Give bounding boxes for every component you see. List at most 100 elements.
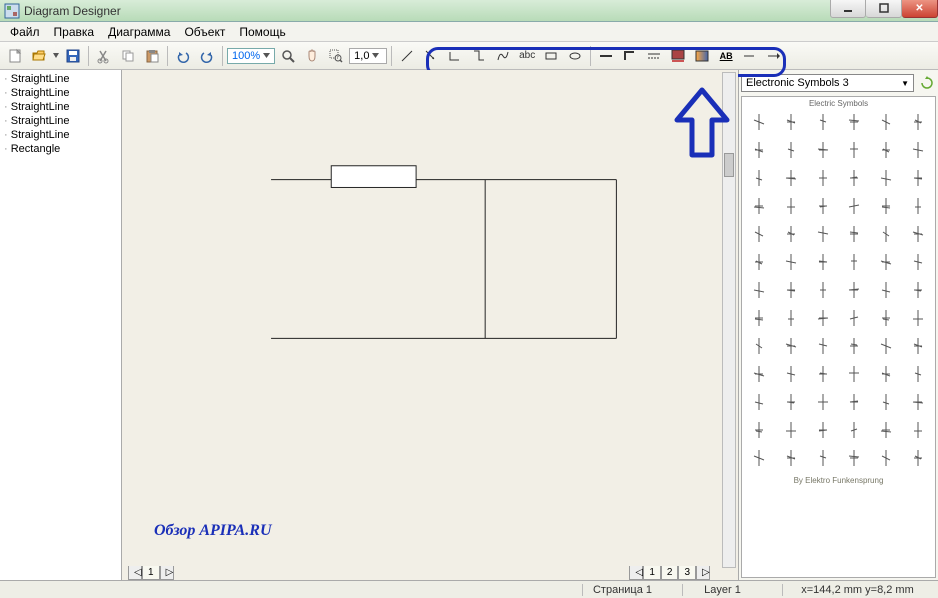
palette-symbol[interactable] (871, 446, 901, 470)
palette-symbol[interactable] (776, 110, 806, 134)
palette-symbol[interactable] (808, 306, 838, 330)
cut-icon[interactable] (93, 45, 115, 67)
object-list-item[interactable]: StraightLine (0, 128, 121, 142)
palette-symbol[interactable] (744, 110, 774, 134)
page-tab-nextr[interactable]: ▷ (696, 566, 710, 580)
palette-symbol[interactable] (744, 194, 774, 218)
palette-symbol[interactable] (840, 278, 870, 302)
palette-symbol[interactable] (903, 250, 933, 274)
palette-symbol[interactable] (808, 418, 838, 442)
menu-file[interactable]: Файл (4, 23, 46, 41)
palette-symbol[interactable] (808, 278, 838, 302)
palette-symbol[interactable] (871, 138, 901, 162)
object-list-item[interactable]: StraightLine (0, 114, 121, 128)
palette-symbol[interactable] (871, 390, 901, 414)
palette-symbol[interactable] (808, 362, 838, 386)
palette-symbol[interactable] (840, 446, 870, 470)
palette-symbol[interactable] (776, 278, 806, 302)
palette-symbol[interactable] (808, 222, 838, 246)
palette-symbol[interactable] (776, 362, 806, 386)
object-list-item[interactable]: StraightLine (0, 72, 121, 86)
arrow-line-tool-icon[interactable] (420, 45, 442, 67)
palette-symbol[interactable] (871, 334, 901, 358)
palette-symbol[interactable] (903, 446, 933, 470)
palette-symbol[interactable] (776, 138, 806, 162)
connector2-tool-icon[interactable] (468, 45, 490, 67)
new-icon[interactable] (4, 45, 26, 67)
open-icon[interactable] (28, 45, 50, 67)
gradient-icon[interactable] (691, 45, 713, 67)
palette-symbol[interactable] (776, 250, 806, 274)
palette-symbol[interactable] (903, 166, 933, 190)
page-tab-2r[interactable]: 2 (661, 566, 679, 580)
scroll-thumb[interactable] (724, 153, 734, 177)
canvas-area[interactable]: Обзор APIPA.RU ◁ 1 ▷ ◁ 1 2 3 ▷ (122, 70, 738, 580)
palette-symbol[interactable] (840, 194, 870, 218)
arrow-start-icon[interactable] (739, 45, 761, 67)
palette-symbol[interactable] (808, 334, 838, 358)
palette-symbol[interactable] (744, 446, 774, 470)
vertical-scrollbar[interactable] (722, 72, 736, 568)
palette-symbol[interactable] (903, 418, 933, 442)
line-style-icon[interactable] (595, 45, 617, 67)
palette-symbol[interactable] (840, 306, 870, 330)
palette-symbol[interactable] (903, 306, 933, 330)
palette-symbol[interactable] (903, 222, 933, 246)
window-minimize[interactable] (830, 0, 866, 18)
copy-icon[interactable] (117, 45, 139, 67)
object-list-item[interactable]: Rectangle (0, 142, 121, 156)
palette-symbol[interactable] (744, 390, 774, 414)
palette-symbol[interactable] (840, 334, 870, 358)
palette-symbol[interactable] (840, 390, 870, 414)
palette-symbol[interactable] (808, 194, 838, 218)
palette-symbol[interactable] (776, 446, 806, 470)
palette-symbol[interactable] (744, 166, 774, 190)
palette-symbol[interactable] (840, 250, 870, 274)
page-tab-1l[interactable]: 1 (142, 566, 160, 580)
palette-symbol[interactable] (776, 418, 806, 442)
palette-symbol[interactable] (808, 110, 838, 134)
zoom-combo[interactable]: 100% (227, 48, 275, 64)
paste-icon[interactable] (141, 45, 163, 67)
undo-icon[interactable] (172, 45, 194, 67)
page-tab-nextl[interactable]: ▷ (160, 566, 174, 580)
page-tab-prev[interactable]: ◁ (128, 566, 142, 580)
text-tool-icon[interactable]: abc (516, 45, 538, 67)
object-list-item[interactable]: StraightLine (0, 86, 121, 100)
page-tab-1r[interactable]: 1 (643, 566, 661, 580)
menu-help[interactable]: Помощь (233, 23, 291, 41)
palette-symbol[interactable] (903, 278, 933, 302)
palette-symbol[interactable] (871, 250, 901, 274)
palette-selector[interactable]: Electronic Symbols 3 ▼ (741, 74, 914, 92)
palette-symbol[interactable] (871, 306, 901, 330)
palette-symbol[interactable] (903, 138, 933, 162)
palette-symbol[interactable] (744, 222, 774, 246)
palette-symbol[interactable] (871, 362, 901, 386)
palette-symbol[interactable] (808, 390, 838, 414)
corner-style-icon[interactable] (619, 45, 641, 67)
palette-symbol[interactable] (808, 166, 838, 190)
palette-symbol[interactable] (840, 110, 870, 134)
page-tab-3r[interactable]: 3 (678, 566, 696, 580)
menu-object[interactable]: Объект (178, 23, 231, 41)
palette-symbol[interactable] (840, 138, 870, 162)
palette-symbol[interactable] (744, 418, 774, 442)
palette-symbol[interactable] (840, 166, 870, 190)
palette-symbol[interactable] (808, 446, 838, 470)
palette-symbol[interactable] (744, 306, 774, 330)
palette-symbol[interactable] (871, 278, 901, 302)
palette-symbol[interactable] (903, 390, 933, 414)
curve-tool-icon[interactable] (492, 45, 514, 67)
dash-style-icon[interactable] (643, 45, 665, 67)
scale-combo[interactable]: 1,0 (349, 48, 387, 64)
palette-symbol[interactable] (744, 250, 774, 274)
palette-symbol[interactable] (871, 110, 901, 134)
palette-symbol[interactable] (840, 362, 870, 386)
pan-hand-icon[interactable] (301, 45, 323, 67)
palette-symbol[interactable] (808, 138, 838, 162)
fill-color-icon[interactable] (667, 45, 689, 67)
palette-symbol[interactable] (808, 250, 838, 274)
palette-symbol[interactable] (840, 222, 870, 246)
palette-symbol[interactable] (776, 334, 806, 358)
line-tool-icon[interactable] (396, 45, 418, 67)
